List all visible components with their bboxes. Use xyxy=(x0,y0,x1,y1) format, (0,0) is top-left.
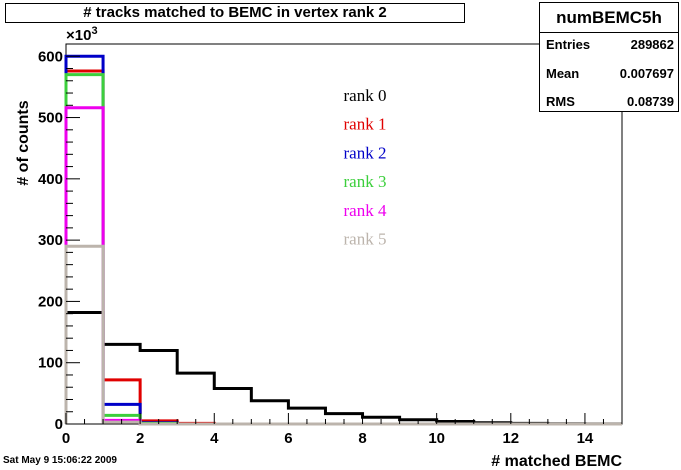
x-tick-label: 4 xyxy=(210,430,219,447)
legend-entry-rank-1: rank 1 xyxy=(344,115,387,134)
y-tick-label: 200 xyxy=(38,293,63,310)
y-tick-label: 500 xyxy=(38,110,63,127)
stats-value: 0.08739 xyxy=(627,94,674,109)
legend-entry-rank-3: rank 3 xyxy=(344,172,387,191)
y-multiplier: ×103 xyxy=(66,25,98,44)
stats-histogram-name: numBEMC5h xyxy=(540,3,678,33)
x-tick-label: 2 xyxy=(136,430,144,447)
x-tick-label: 0 xyxy=(62,430,70,447)
y-tick-label: 0 xyxy=(55,416,63,433)
x-tick-label: 14 xyxy=(577,430,594,447)
series-rank-0-line xyxy=(64,310,622,426)
series-rank-5-line xyxy=(64,244,622,426)
legend-entry-rank-2: rank 2 xyxy=(344,143,387,162)
y-tick-label: 400 xyxy=(38,171,63,188)
legend-entry-rank-5: rank 5 xyxy=(344,230,387,249)
legend: rank 0 rank 1 rank 2 rank 3 rank 4 rank 5 xyxy=(344,86,387,249)
legend-entry-rank-4: rank 4 xyxy=(344,201,387,220)
stats-row-entries: Entries 289862 xyxy=(540,34,678,56)
legend-entry-rank-0: rank 0 xyxy=(344,86,387,105)
histogram-title: # tracks matched to BEMC in vertex rank … xyxy=(5,3,465,23)
stats-value: 0.007697 xyxy=(619,66,674,81)
stats-label: Entries xyxy=(546,37,591,52)
stats-row-mean: Mean 0.007697 xyxy=(540,63,678,85)
x-axis-title: # matched BEMC xyxy=(491,453,622,470)
y-multiplier-exp: 3 xyxy=(91,25,97,37)
stats-value: 289862 xyxy=(630,37,674,52)
x-tick-label: 8 xyxy=(358,430,366,447)
y-tick-label: 300 xyxy=(38,232,63,249)
y-axis-title: # of counts xyxy=(15,100,32,185)
y-tick-label: 100 xyxy=(38,355,63,372)
stats-box: numBEMC5h Entries 289862 Mean 0.007697 R… xyxy=(539,2,679,112)
y-multiplier-base: ×10 xyxy=(66,27,91,44)
stats-row-rms: RMS 0.08739 xyxy=(540,91,678,113)
stats-label: Mean xyxy=(546,66,580,81)
x-tick-label: 10 xyxy=(428,430,445,447)
footer-timestamp: Sat May 9 15:06:22 2009 xyxy=(3,455,117,466)
x-tick-label: 12 xyxy=(502,430,519,447)
y-tick-label: 600 xyxy=(38,48,63,65)
axis-layer: 0 2 4 6 8 10 12 14 0 100 200 300 400 500 600 xyxy=(38,43,623,447)
x-tick-label: 6 xyxy=(284,430,292,447)
stats-label: RMS xyxy=(546,94,575,109)
